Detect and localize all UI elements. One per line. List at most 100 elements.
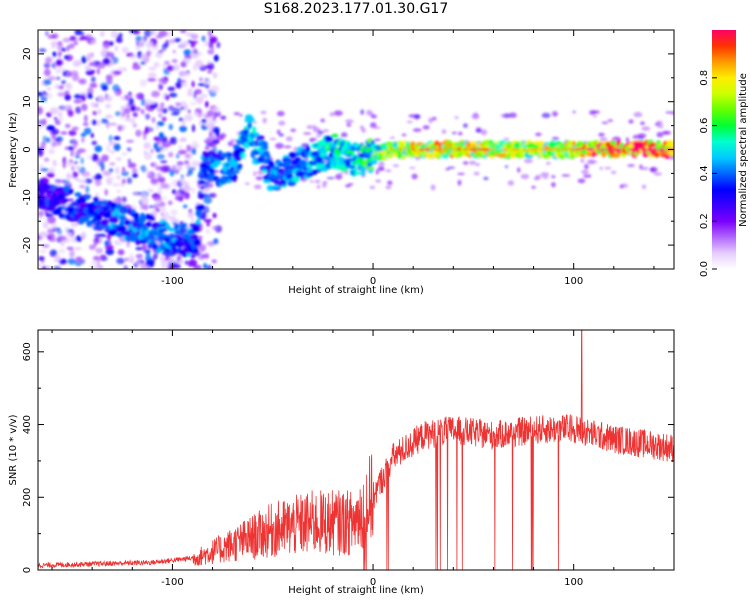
spectrogram-cell: [147, 78, 157, 82]
colorbar-tick-label: 0.0: [699, 261, 710, 277]
spectrogram-cell: [157, 146, 164, 150]
spectrogram-cell: [458, 131, 463, 136]
spectrogram-cell: [389, 136, 396, 139]
spectrogram-cell: [385, 185, 392, 190]
spectrogram-cell: [272, 166, 280, 171]
colorbar-tick-label: 0.4: [699, 165, 710, 181]
spectrogram-cell: [38, 91, 42, 97]
spectrogram-cell: [39, 250, 47, 253]
spectrogram-cell: [65, 83, 71, 89]
spectrogram-cell: [43, 62, 51, 69]
spectrogram-cell: [409, 166, 416, 169]
spectrogram-cell: [75, 106, 82, 114]
spectrogram-cell: [208, 131, 213, 137]
spectrogram-cell: [55, 58, 64, 67]
spectrogram-cell: [171, 59, 178, 63]
spectrogram-cell: [326, 177, 335, 180]
spectrogram-cell: [43, 68, 51, 77]
spectrogram-cell: [68, 43, 75, 49]
spectrogram-cell: [111, 183, 121, 187]
spectrogram-cell: [361, 128, 366, 133]
spectrogram-cell: [599, 166, 603, 170]
spectrogram-cell: [588, 160, 598, 164]
spectrogram-cell: [266, 153, 271, 160]
spectrogram-cell: [137, 258, 142, 266]
spectrogram-cell: [128, 98, 134, 105]
spectrogram-cell: [197, 83, 206, 87]
spectrogram-cell: [100, 50, 107, 57]
spectrogram-cell: [83, 114, 88, 123]
spectrogram-cell: [117, 125, 123, 132]
spectrogram-cell: [260, 110, 267, 115]
snr-xtick-label: -100: [161, 577, 184, 588]
spectrogram-cell: [187, 211, 194, 219]
spectrogram-cell: [184, 160, 189, 165]
spectrogram-cell: [191, 124, 196, 133]
spectrogram-cell: [371, 114, 377, 119]
spectrogram-cell: [57, 117, 65, 121]
spectrogram-cell: [153, 136, 161, 142]
spectrogram-cell: [540, 172, 550, 177]
spectrogram-cell: [143, 132, 147, 141]
spectrogram-cell: [115, 242, 123, 246]
spectrogram-cell: [101, 85, 109, 91]
spectrogram-cell: [159, 165, 169, 173]
snr-series-line: [38, 330, 674, 570]
spectrogram-cell: [483, 176, 489, 181]
spectrogram-cell: [97, 174, 103, 180]
spectrogram-cell: [105, 176, 114, 183]
spectrogram-cell: [143, 142, 151, 150]
spectrogram-cell: [57, 235, 67, 241]
spectrogram-cell: [314, 179, 321, 184]
spectrogram-cell: [447, 166, 456, 169]
spectrogram-cell: [66, 175, 73, 179]
spectrogram-cell: [157, 50, 164, 54]
spectrogram-cell: [80, 132, 87, 138]
spectrogram-cell: [97, 95, 105, 103]
spectrogram-cell: [135, 230, 141, 236]
spectrogram-cell: [83, 127, 92, 135]
spectrogram-cell: [610, 170, 617, 174]
spectrogram-cell: [108, 122, 118, 126]
spectrogram-cell: [430, 184, 436, 191]
spectrogram-cell: [126, 147, 132, 152]
spectrogram-ytick-label: -10: [22, 189, 33, 205]
spectrogram-cell: [580, 158, 585, 163]
spectrogram-cell: [38, 256, 45, 262]
spectrogram-cell: [166, 65, 175, 72]
spectrogram-cell: [184, 191, 190, 200]
spectrogram-cell: [637, 133, 647, 138]
spectrogram-cell: [150, 178, 158, 185]
spectrogram-cell: [150, 162, 158, 168]
spectrogram-cell: [671, 111, 674, 115]
spectrogram-cell: [200, 186, 205, 190]
spectrogram-cell: [191, 80, 195, 88]
spectrogram-cell: [44, 178, 50, 184]
spectrogram-cell: [327, 136, 333, 143]
spectrogram-cell: [167, 86, 176, 92]
spectrogram-cell: [95, 119, 102, 127]
spectrogram-cell: [121, 196, 127, 203]
spectrogram-cell: [121, 46, 129, 54]
spectrogram-cell: [165, 94, 170, 101]
spectrogram-cell: [113, 197, 123, 204]
spectrogram-cell: [508, 112, 517, 118]
spectrogram-cell: [47, 216, 56, 224]
spectrogram-cell: [72, 61, 81, 67]
spectrogram-cell: [140, 61, 146, 65]
spectrogram-cell: [61, 80, 67, 85]
spectrogram-cell: [139, 53, 149, 62]
spectrogram-cell: [66, 71, 73, 78]
colorbar: 0.0 0.2 0.4 0.6 0.8 Normalized spectral ampl…: [699, 30, 749, 277]
spectrogram-cell: [120, 96, 126, 101]
spectrogram-cell: [210, 85, 219, 93]
spectrogram-cell: [38, 210, 45, 217]
spectrogram-cell: [45, 265, 52, 269]
spectrogram-cell: [213, 106, 220, 112]
spectrogram-cell: [71, 145, 77, 150]
spectrogram-cell: [207, 135, 217, 142]
spectrogram-cell: [272, 185, 281, 189]
spectrogram-cell: [227, 152, 233, 157]
spectrogram-cell: [121, 152, 128, 156]
